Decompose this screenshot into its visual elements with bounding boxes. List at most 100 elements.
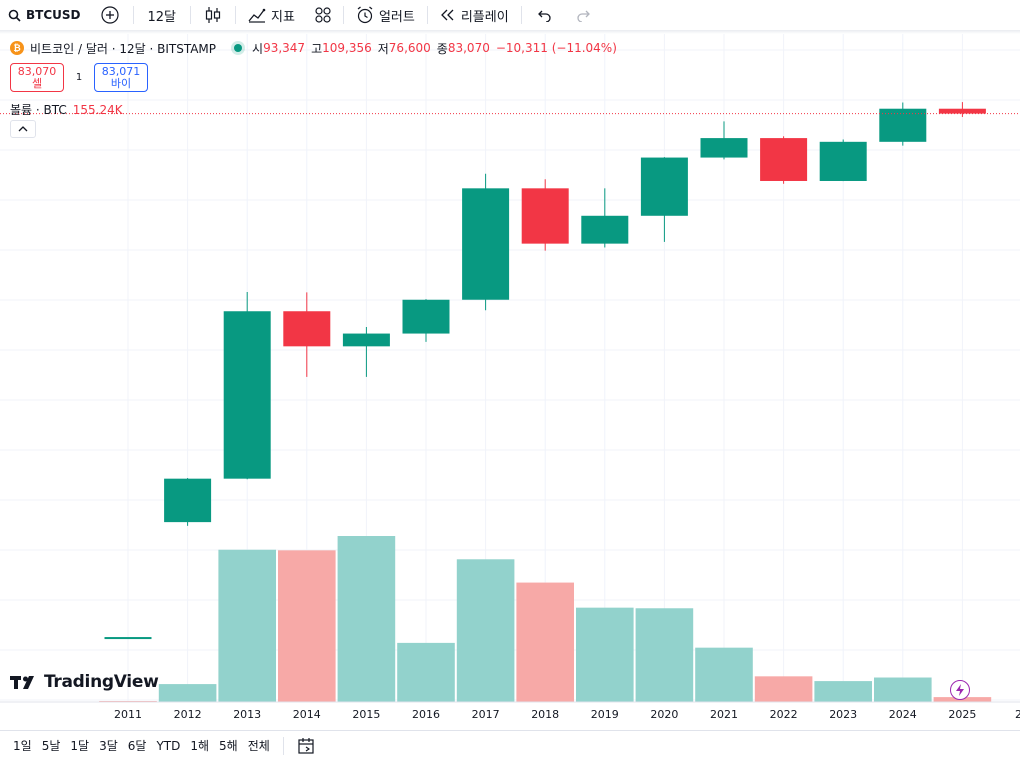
candle-2017 — [462, 173, 510, 311]
candle-2022 — [760, 136, 808, 184]
interval-label: 12달 — [147, 9, 177, 25]
candle-2011 — [104, 637, 152, 640]
volume-bar-2016 — [397, 642, 455, 702]
low-label: 저 — [377, 41, 389, 56]
candle-body — [640, 157, 688, 216]
time-axis-label-2023: 2023 — [829, 708, 857, 721]
replay-button[interactable]: 리플레이 — [430, 0, 519, 30]
time-axis-label-2021: 2021 — [710, 708, 738, 721]
range-5y-button[interactable]: 5해 — [219, 739, 238, 753]
range-1m-button[interactable]: 1달 — [70, 739, 90, 753]
time-axis-label-2012: 2012 — [174, 708, 202, 721]
candle-2021 — [700, 121, 748, 160]
time-axis-label-20: 20 — [1015, 708, 1020, 721]
change-value: −10,311 (−11.04%) — [495, 41, 617, 55]
indicators-icon — [248, 8, 266, 23]
toolbar-divider — [235, 6, 237, 24]
candle-2023 — [819, 139, 867, 182]
high-value: 109,356 — [322, 41, 372, 55]
bottom-toolbar: 1일 5날 1달 3달 6달 YTD 1해 5해 전체 — [0, 730, 1020, 760]
sell-label: 셀 — [31, 76, 43, 90]
volume-bar-2017 — [456, 559, 515, 702]
range-all-button[interactable]: 전체 — [247, 739, 270, 753]
range-1y-button[interactable]: 1해 — [190, 739, 210, 753]
buy-button[interactable]: 83,071 바이 — [94, 63, 148, 92]
indicators-button[interactable]: 지표 — [238, 0, 305, 30]
range-6m-button[interactable]: 6달 — [127, 739, 147, 753]
chevron-up-icon — [18, 126, 28, 132]
candle-body — [462, 188, 510, 300]
time-axis-label-2015: 2015 — [352, 708, 380, 721]
volume-bar-2022 — [754, 676, 813, 702]
volume-bar-2023 — [814, 681, 872, 702]
range-ytd-button[interactable]: YTD — [156, 738, 181, 753]
volume-bar-2014 — [278, 550, 336, 702]
volume-bar-2020 — [635, 608, 694, 702]
undo-icon — [537, 10, 551, 22]
go-to-date-button[interactable] — [292, 731, 320, 760]
buy-label: 바이 — [110, 76, 132, 90]
candle-body — [104, 637, 152, 640]
sell-price: 83,070 — [17, 64, 57, 78]
symbol-legend[interactable]: ₿ 비트코인 / 달러 · 12달 · BITSTAMP 시 93,347 고 10… — [10, 40, 617, 56]
alert-button[interactable]: 얼러트 — [346, 0, 425, 30]
candle-body — [223, 311, 271, 479]
logo-text: TradingView — [44, 672, 159, 692]
candlesticks — [104, 102, 986, 640]
undo-button[interactable] — [524, 0, 564, 30]
lightning-icon — [956, 684, 964, 696]
plus-circle-icon — [100, 6, 119, 24]
alert-label: 얼러트 — [378, 9, 415, 25]
candle-body — [283, 311, 331, 347]
range-5d-button[interactable]: 5날 — [41, 739, 61, 753]
sell-button[interactable]: 83,070 셀 — [10, 63, 64, 92]
time-axis: 2011 2012 2013 2014 2015 2016 2017 2018 2019 2020… — [114, 708, 1020, 721]
toolbar-divider — [190, 6, 192, 24]
range-1d-button[interactable]: 1일 — [13, 739, 32, 753]
replay-label: 리플레이 — [460, 9, 509, 25]
bolt-button[interactable] — [950, 680, 970, 700]
close-value: 83,070 — [447, 41, 490, 55]
top-toolbar: BTCUSD 12달 지표 얼러트 리플레이 — [0, 0, 1020, 30]
range-3m-button[interactable]: 3달 — [99, 739, 118, 753]
interval-button[interactable]: 12달 — [136, 0, 189, 30]
price-chart[interactable]: 2011 2012 2013 2014 2015 2016 2017 2018 2019 2020… — [0, 34, 1020, 730]
volume-bar-2018 — [516, 582, 574, 702]
candle-body — [581, 215, 629, 244]
close-label: 종 — [436, 41, 448, 56]
toolbar-divider — [520, 6, 522, 24]
rewind-icon — [440, 9, 454, 21]
layouts-button[interactable] — [305, 0, 341, 30]
redo-icon — [577, 10, 590, 22]
volume-bar-2024 — [874, 677, 932, 702]
collapse-legend-button[interactable] — [10, 120, 36, 138]
toolbar-divider — [426, 6, 428, 24]
candle-2020 — [640, 157, 688, 242]
volume-value: 155.24K — [72, 102, 123, 117]
toolbar-divider — [132, 6, 134, 24]
redo-button[interactable] — [564, 0, 604, 30]
volume-bar-2012 — [158, 684, 217, 702]
volume-label: 볼륨 · BTC — [10, 103, 67, 117]
time-axis-label-2020: 2020 — [650, 708, 678, 721]
candle-2016 — [402, 299, 450, 342]
symbol-search-button[interactable]: BTCUSD — [0, 0, 89, 30]
compare-button[interactable] — [89, 0, 131, 30]
time-axis-label-2019: 2019 — [591, 708, 619, 721]
chart-type-button[interactable] — [193, 0, 233, 30]
toolbar-shadow — [0, 30, 1020, 34]
tradingview-logo[interactable]: TradingView — [10, 672, 159, 692]
trade-panel: 83,070 셀 1 83,071 바이 — [10, 63, 148, 92]
indicators-label: 지표 — [271, 9, 295, 25]
candle-2019 — [581, 188, 629, 248]
time-axis-label-2013: 2013 — [233, 708, 261, 721]
candle-body — [342, 333, 390, 347]
legend-title: 비트코인 / 달러 · 12달 · BITSTAMP — [30, 41, 217, 56]
volume-legend[interactable]: 볼륨 · BTC 155.24K — [10, 101, 123, 118]
candle-2025 — [938, 102, 986, 117]
alarm-clock-icon — [357, 6, 373, 24]
toolbar-divider — [342, 6, 344, 24]
low-value: 76,600 — [388, 41, 431, 55]
candle-body — [938, 108, 986, 114]
bitcoin-icon: ₿ — [10, 41, 24, 55]
